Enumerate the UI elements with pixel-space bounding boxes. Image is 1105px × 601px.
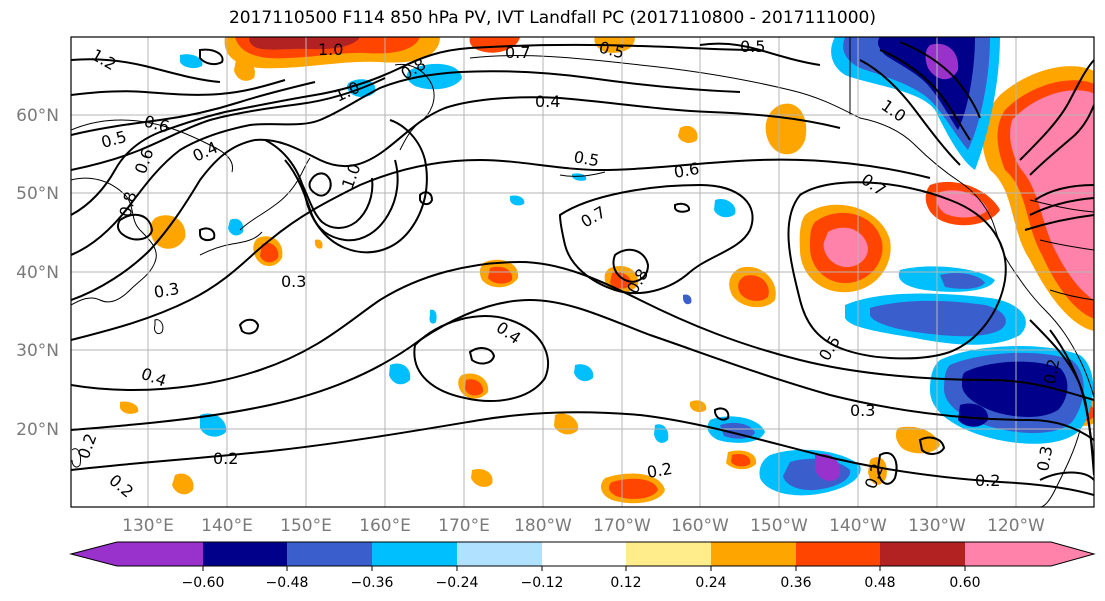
lon-label: 150°W xyxy=(750,516,808,536)
lon-label: 130°W xyxy=(908,516,966,536)
map-frame xyxy=(70,36,1095,508)
colorbar-arrow-high xyxy=(1051,542,1094,566)
colorbar-tick-label: −0.36 xyxy=(351,575,394,591)
colorbar-segment xyxy=(796,542,880,566)
contour-label: 0.3 xyxy=(850,401,875,420)
contour-label: 0.2 xyxy=(213,449,238,468)
latitude-labels: 60°N 50°N 40°N 30°N 20°N xyxy=(16,106,59,440)
colorbar-segment xyxy=(287,542,372,566)
colorbar-tick-label: 0.36 xyxy=(780,575,811,591)
colorbar-tick-label: −0.24 xyxy=(436,575,479,591)
pv-filled-contours xyxy=(120,37,1094,504)
lat-label: 40°N xyxy=(16,263,59,283)
lon-label: 130°E xyxy=(122,516,174,536)
colorbar-tick-label: 0.12 xyxy=(610,575,641,591)
colorbar-segment xyxy=(965,542,1051,566)
colorbar-segment xyxy=(117,542,203,566)
contour-label: 0.2 xyxy=(645,459,673,482)
colorbar-segment xyxy=(626,542,711,566)
contour-label: 0.7 xyxy=(505,43,530,62)
colorbar-tick-label: 0.48 xyxy=(864,575,895,591)
lon-label: 140°W xyxy=(829,516,887,536)
ivt-contours xyxy=(71,41,1094,496)
lon-label: 120°W xyxy=(987,516,1045,536)
lon-label: 150°E xyxy=(280,516,332,536)
colorbar: −0.60 −0.48 −0.36 −0.24 −0.12 0.12 0.24 … xyxy=(69,541,1096,591)
lon-label: 160°W xyxy=(671,516,729,536)
contour-label: 0.2 xyxy=(1040,357,1063,385)
colorbar-segment xyxy=(880,542,965,566)
lat-label: 30°N xyxy=(16,341,59,361)
contour-label: 0.2 xyxy=(975,471,1000,490)
contour-label: 0.5 xyxy=(740,37,765,56)
lon-label: 180°W xyxy=(514,516,572,536)
contour-label: 0.3 xyxy=(152,279,180,302)
colorbar-segment xyxy=(372,542,457,566)
colorbar-segment xyxy=(542,542,626,566)
map-title: 2017110500 F114 850 hPa PV, IVT Landfall… xyxy=(228,8,876,28)
contour-label: 0.3 xyxy=(281,272,306,291)
longitude-labels: 130°E 140°E 150°E 160°E 170°E 180°W 170°… xyxy=(122,516,1045,536)
contour-label: 1.0 xyxy=(318,40,343,59)
contour-label: 0.4 xyxy=(535,92,560,111)
contour-label: 0.3 xyxy=(1033,444,1056,472)
lon-label: 140°E xyxy=(201,516,253,536)
lat-label: 60°N xyxy=(16,106,59,126)
colorbar-tick-label: 0.60 xyxy=(949,575,980,591)
colorbar-arrow-low xyxy=(71,542,117,566)
contour-label: 0.6 xyxy=(672,159,700,182)
lat-label: 50°N xyxy=(16,184,59,204)
colorbar-tick-label: −0.48 xyxy=(266,575,309,591)
colorbar-tick-label: 0.24 xyxy=(695,575,726,591)
colorbar-segment xyxy=(711,542,796,566)
lon-label: 160°E xyxy=(359,516,411,536)
colorbar-segment xyxy=(203,542,287,566)
lon-label: 170°W xyxy=(593,516,651,536)
lat-label: 20°N xyxy=(16,420,59,440)
colorbar-segment xyxy=(457,542,542,566)
colorbar-tick-label: −0.12 xyxy=(521,575,564,591)
map-panel: 1.2 1.0 0.7 0.5 0.5 0.8 1.0 0.4 0.6 0.5 … xyxy=(71,37,1094,507)
colorbar-tick-label: −0.60 xyxy=(182,575,225,591)
contour-label: 0.5 xyxy=(572,147,600,170)
lon-label: 170°E xyxy=(438,516,490,536)
